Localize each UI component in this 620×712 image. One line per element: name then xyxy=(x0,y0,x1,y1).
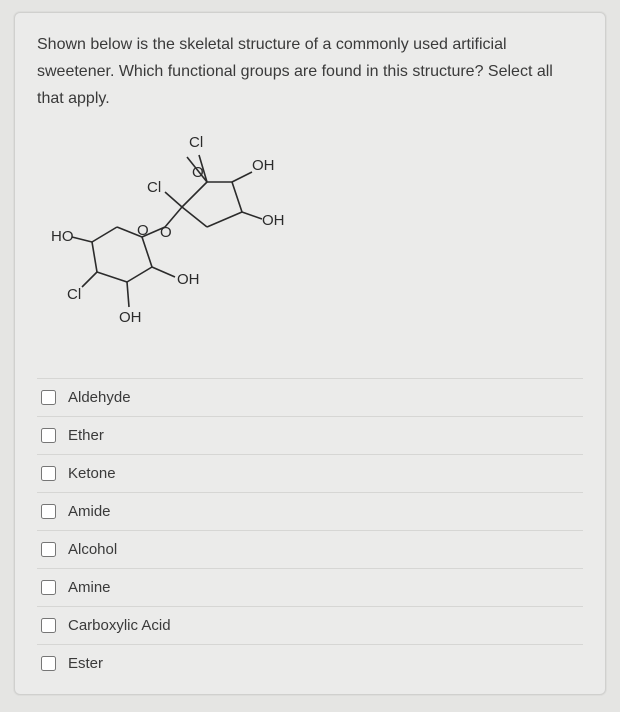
label-oh-b: OH xyxy=(177,271,200,288)
option-ether[interactable]: Ether xyxy=(37,416,583,454)
label-cl-top: Cl xyxy=(189,134,203,151)
checkbox-aldehyde[interactable] xyxy=(41,390,56,405)
label-ho-l: HO xyxy=(51,228,74,245)
option-alcohol[interactable]: Alcohol xyxy=(37,530,583,568)
label-oh-tr: OH xyxy=(252,157,275,174)
checkbox-carboxylic[interactable] xyxy=(41,618,56,633)
option-label: Ester xyxy=(68,655,103,672)
checkbox-amine[interactable] xyxy=(41,580,56,595)
option-label: Amide xyxy=(68,503,111,520)
question-card: Shown below is the skeletal structure of… xyxy=(14,12,606,695)
option-label: Amine xyxy=(68,579,111,596)
label-o-ring2: O xyxy=(192,164,204,181)
option-label: Alcohol xyxy=(68,541,117,558)
label-cl-mid: Cl xyxy=(147,179,161,196)
label-oh-r: OH xyxy=(262,212,285,229)
option-label: Aldehyde xyxy=(68,389,131,406)
label-o-ring1b: O xyxy=(137,222,149,239)
question-text: Shown below is the skeletal structure of… xyxy=(37,31,583,113)
option-label: Ketone xyxy=(68,465,116,482)
checkbox-amide[interactable] xyxy=(41,504,56,519)
option-ketone[interactable]: Ketone xyxy=(37,454,583,492)
checkbox-alcohol[interactable] xyxy=(41,542,56,557)
options-list: Aldehyde Ether Ketone Amide Alcohol Amin… xyxy=(37,378,583,682)
checkbox-ester[interactable] xyxy=(41,656,56,671)
molecule-structure: Cl O OH OH Cl O O HO Cl OH OH xyxy=(47,127,287,357)
option-ester[interactable]: Ester xyxy=(37,644,583,682)
label-oh-bb: OH xyxy=(119,309,142,326)
label-o-ring1a: O xyxy=(160,224,172,241)
option-amine[interactable]: Amine xyxy=(37,568,583,606)
checkbox-ketone[interactable] xyxy=(41,466,56,481)
checkbox-ether[interactable] xyxy=(41,428,56,443)
option-amide[interactable]: Amide xyxy=(37,492,583,530)
option-aldehyde[interactable]: Aldehyde xyxy=(37,378,583,416)
option-carboxylic[interactable]: Carboxylic Acid xyxy=(37,606,583,644)
option-label: Ether xyxy=(68,427,104,444)
label-cl-bl: Cl xyxy=(67,286,81,303)
option-label: Carboxylic Acid xyxy=(68,617,171,634)
